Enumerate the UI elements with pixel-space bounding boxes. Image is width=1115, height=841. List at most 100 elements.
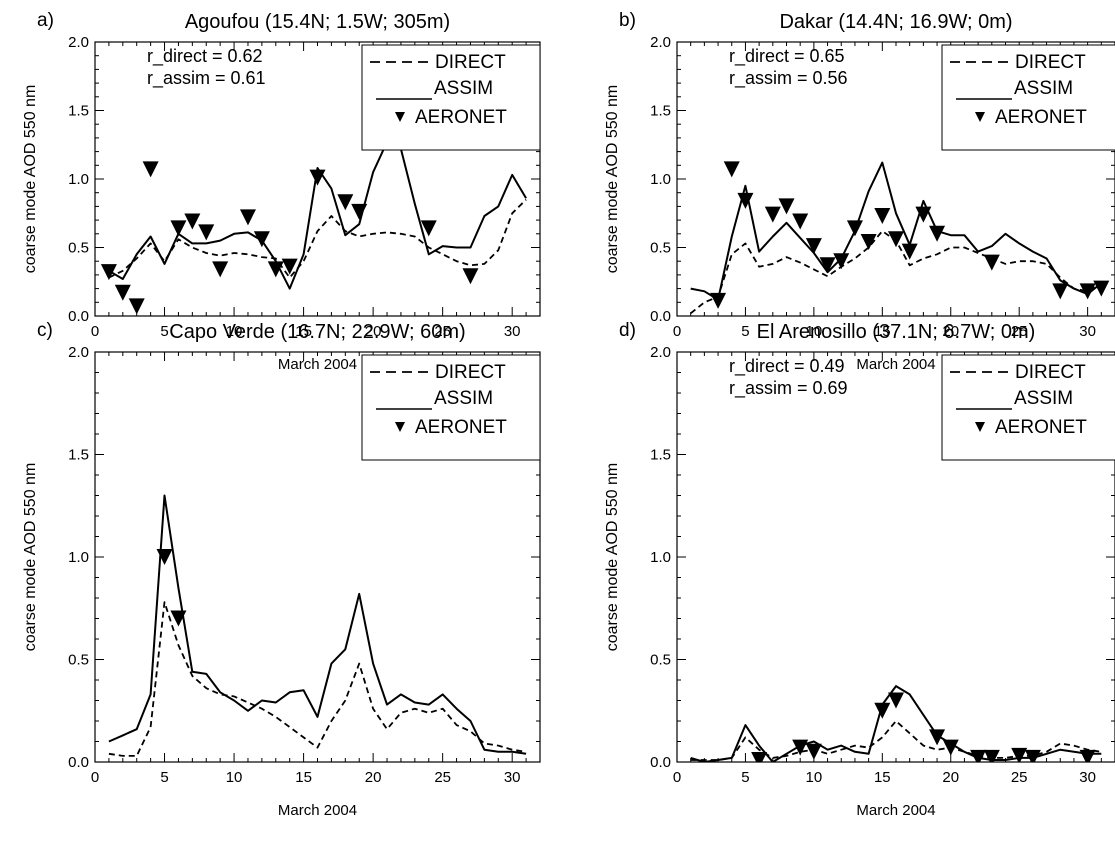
y-tick-label: 2.0 bbox=[68, 344, 89, 361]
aeronet-point bbox=[942, 739, 959, 756]
aeronet-point bbox=[723, 161, 740, 178]
aeronet-point bbox=[929, 225, 946, 242]
aeronet-point bbox=[901, 243, 918, 260]
legend-direct-label: DIRECT bbox=[1015, 52, 1086, 73]
legend-aeronet-marker bbox=[395, 112, 405, 122]
y-tick-label: 1.5 bbox=[650, 103, 671, 120]
chart-panel-d: d) El Arenosillo (37.1N; 6.7W; 0m) 0 5 10 15 2… bbox=[604, 320, 1115, 819]
y-axis-label: coarse mode AOD 550 nm bbox=[22, 463, 39, 652]
stat-text: r_direct = 0.62 bbox=[147, 46, 263, 67]
data-layer bbox=[108, 494, 527, 757]
legend-direct-label: DIRECT bbox=[1015, 362, 1086, 383]
aeronet-point bbox=[805, 238, 822, 255]
legend-assim-label: ASSIM bbox=[1014, 388, 1073, 409]
panel-title: Dakar (14.4N; 16.9W; 0m) bbox=[779, 11, 1012, 33]
y-tick-label: 0.0 bbox=[650, 754, 671, 771]
aeronet-point bbox=[239, 209, 256, 226]
legend-aeronet-marker bbox=[395, 422, 405, 432]
panel-letter: d) bbox=[619, 320, 636, 341]
legend-assim-label: ASSIM bbox=[434, 388, 493, 409]
aeronet-point bbox=[888, 231, 904, 248]
assim-line bbox=[108, 141, 527, 290]
aeronet-point bbox=[184, 213, 201, 230]
y-tick-label: 0.5 bbox=[68, 240, 89, 257]
x-tick-label: 25 bbox=[1011, 323, 1028, 340]
x-tick-label: 5 bbox=[741, 769, 749, 786]
y-tick-label: 1.5 bbox=[650, 447, 671, 464]
legend-direct-label: DIRECT bbox=[435, 52, 506, 73]
aeronet-point bbox=[1079, 283, 1096, 300]
panel-letter: c) bbox=[37, 320, 53, 341]
stat-text: r_assim = 0.61 bbox=[147, 68, 266, 89]
x-tick-label: 15 bbox=[874, 769, 891, 786]
x-tick-label: 10 bbox=[226, 323, 243, 340]
aeronet-point bbox=[114, 284, 131, 301]
legend-assim-label: ASSIM bbox=[1014, 78, 1073, 99]
aeronet-point bbox=[351, 203, 368, 220]
aeronet-point bbox=[737, 192, 754, 209]
x-tick-label: 20 bbox=[942, 769, 959, 786]
aeronet-point bbox=[1024, 749, 1041, 762]
aeronet-point bbox=[253, 231, 270, 248]
chart-panel-b: b) Dakar (14.4N; 16.9W; 0m) 0 5 10 15 20 25 30 0.… bbox=[604, 10, 1115, 373]
aeronet-point bbox=[805, 743, 822, 760]
y-tick-label: 1.5 bbox=[68, 103, 89, 120]
aeronet-point bbox=[983, 254, 1000, 271]
x-tick-label: 15 bbox=[295, 323, 312, 340]
legend-direct-label: DIRECT bbox=[435, 362, 506, 383]
x-tick-label: 5 bbox=[160, 769, 168, 786]
aeronet-point bbox=[198, 224, 215, 241]
legend-aeronet-label: AERONET bbox=[415, 417, 507, 438]
legend-assim-label: ASSIM bbox=[434, 78, 493, 99]
aeronet-point bbox=[128, 298, 145, 315]
x-tick-label: 25 bbox=[1011, 769, 1028, 786]
aeronet-point bbox=[846, 220, 863, 237]
legend-aeronet-marker bbox=[975, 422, 985, 432]
y-tick-label: 0.0 bbox=[68, 754, 89, 771]
aeronet-point bbox=[1011, 747, 1028, 762]
y-tick-label: 1.0 bbox=[650, 171, 671, 188]
y-tick-label: 1.5 bbox=[68, 447, 89, 464]
data-layer bbox=[100, 134, 527, 315]
x-tick-label: 10 bbox=[806, 323, 823, 340]
chart-panel-a: a) Agoufou (15.4N; 1.5W; 305m) 0 5 10 15 20 25 3… bbox=[22, 10, 541, 373]
y-tick-label: 1.0 bbox=[68, 171, 89, 188]
aeronet-point bbox=[170, 610, 187, 627]
assim-line bbox=[690, 161, 1102, 301]
aeronet-point bbox=[833, 253, 850, 270]
panel-letter: a) bbox=[37, 10, 54, 31]
x-tick-label: 20 bbox=[365, 769, 382, 786]
legend-aeronet-label: AERONET bbox=[415, 107, 507, 128]
x-tick-label: 10 bbox=[806, 769, 823, 786]
aeronet-point bbox=[142, 161, 159, 178]
x-tick-label: 15 bbox=[295, 769, 312, 786]
aeronet-point bbox=[764, 206, 781, 223]
aeronet-point bbox=[983, 749, 1000, 762]
x-tick-label: 0 bbox=[91, 323, 99, 340]
y-axis-label: coarse mode AOD 550 nm bbox=[604, 463, 621, 652]
legend-aeronet-label: AERONET bbox=[995, 417, 1087, 438]
aeronet-point bbox=[170, 220, 187, 237]
legend-aeronet-label: AERONET bbox=[995, 107, 1087, 128]
panel-title: Agoufou (15.4N; 1.5W; 305m) bbox=[185, 11, 450, 33]
y-tick-label: 2.0 bbox=[68, 34, 89, 51]
y-tick-label: 1.0 bbox=[68, 549, 89, 566]
x-tick-label: 20 bbox=[942, 323, 959, 340]
y-tick-label: 0.0 bbox=[68, 308, 89, 325]
x-axis-label: March 2004 bbox=[856, 356, 935, 373]
x-tick-label: 25 bbox=[434, 323, 451, 340]
aeronet-point bbox=[420, 220, 437, 237]
aeronet-point bbox=[819, 257, 836, 274]
aeronet-point bbox=[792, 739, 809, 756]
aeronet-point bbox=[462, 268, 479, 285]
aeronet-point bbox=[1052, 283, 1069, 300]
aeronet-point bbox=[1079, 749, 1096, 762]
y-axis-label: coarse mode AOD 550 nm bbox=[604, 85, 621, 274]
aeronet-point bbox=[915, 206, 932, 223]
x-tick-label: 5 bbox=[160, 323, 168, 340]
legend-aeronet-marker bbox=[975, 112, 985, 122]
x-tick-label: 25 bbox=[434, 769, 451, 786]
stat-text: r_direct = 0.49 bbox=[729, 356, 845, 377]
